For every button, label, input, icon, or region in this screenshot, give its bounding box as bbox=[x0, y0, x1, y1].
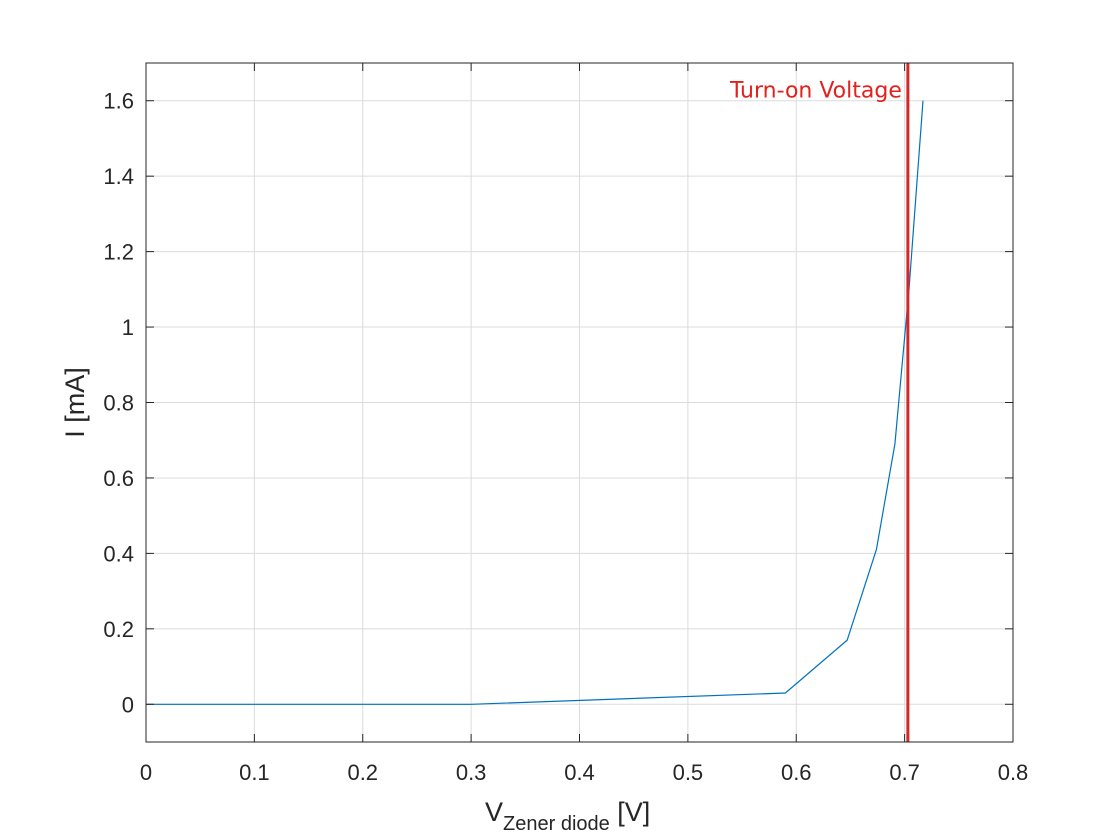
x-tick-label: 0.2 bbox=[347, 760, 378, 785]
x-tick-label: 0.7 bbox=[889, 760, 920, 785]
x-tick-label: 0.5 bbox=[673, 760, 704, 785]
ticks-layer bbox=[145, 63, 1014, 742]
x-tick-labels: 0 0.1 0.2 0.3 0.4 0.5 0.6 0.7 0.8 bbox=[140, 760, 1028, 785]
y-tick-label: 1.6 bbox=[103, 89, 134, 114]
y-tick-label: 1 bbox=[122, 315, 134, 340]
x-tick-label: 0.1 bbox=[239, 760, 270, 785]
y-tick-label: 0.8 bbox=[103, 391, 134, 416]
x-tick-label: 0.4 bbox=[564, 760, 595, 785]
x-axis-label-subscript: Zener diode bbox=[503, 813, 610, 835]
x-axis-label: VZener diode [V] bbox=[485, 797, 650, 835]
x-tick-label: 0.3 bbox=[456, 760, 487, 785]
y-tick-label: 0.2 bbox=[103, 617, 134, 642]
x-axis-label-units: [V] bbox=[610, 797, 651, 827]
y-tick-label: 1.2 bbox=[103, 240, 134, 265]
y-tick-label: 0 bbox=[122, 692, 134, 717]
y-axis-label: I [mA] bbox=[60, 367, 90, 438]
turn-on-voltage-annotation: Turn-on Voltage bbox=[729, 78, 902, 103]
x-axis-label-main: V bbox=[485, 797, 503, 827]
x-tick-label: 0.8 bbox=[998, 760, 1029, 785]
y-tick-label: 0.4 bbox=[103, 541, 134, 566]
y-tick-label: 0.6 bbox=[103, 466, 134, 491]
y-tick-labels: 0 0.2 0.4 0.6 0.8 1 1.2 1.4 1.6 bbox=[103, 89, 134, 718]
x-tick-label: 0 bbox=[140, 760, 152, 785]
y-tick-label: 1.4 bbox=[103, 164, 134, 189]
x-tick-label: 0.6 bbox=[781, 760, 812, 785]
grid bbox=[145, 63, 1014, 742]
